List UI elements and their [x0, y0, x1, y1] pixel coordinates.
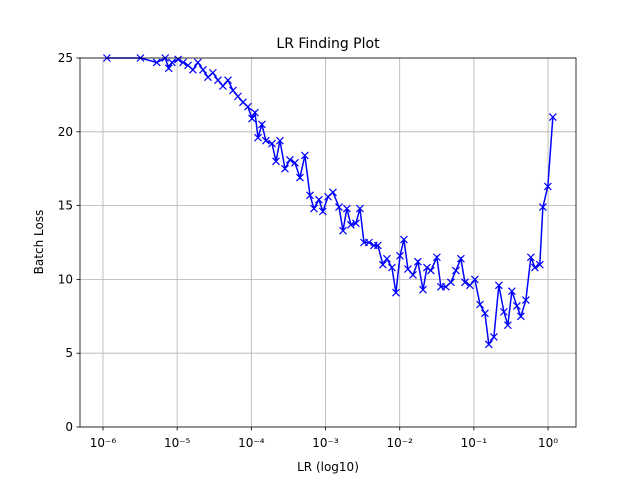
y-axis-label: Batch Loss — [32, 210, 46, 275]
data-point — [456, 254, 465, 263]
data-point — [396, 251, 404, 260]
data-point — [378, 260, 387, 269]
data-point — [489, 333, 498, 341]
data-point — [306, 191, 314, 200]
x-axis-label: LR (log10) — [297, 460, 359, 474]
data-point — [352, 219, 360, 228]
data-point — [174, 55, 183, 64]
data-point — [387, 263, 396, 272]
data-point — [310, 204, 318, 213]
x-tick-label: 10⁻³ — [312, 436, 339, 450]
data-point — [409, 271, 417, 279]
data-point — [291, 158, 299, 167]
data-point — [342, 204, 351, 213]
y-tick-label: 20 — [58, 125, 73, 139]
data-point — [179, 58, 187, 67]
data-point — [419, 285, 427, 294]
data-point — [219, 82, 227, 90]
data-point — [285, 155, 294, 164]
data-point — [503, 321, 512, 330]
data-point — [494, 281, 503, 290]
x-tick-label: 10⁰ — [538, 436, 558, 450]
data-point — [521, 296, 530, 304]
data-point — [451, 266, 460, 275]
y-tick-label: 10 — [58, 272, 73, 286]
chart-title: LR Finding Plot — [276, 36, 380, 52]
data-point — [432, 253, 441, 262]
data-point — [296, 173, 304, 182]
data-point — [300, 151, 309, 160]
data-point — [224, 76, 232, 85]
data-point — [254, 133, 262, 142]
data-point — [365, 238, 373, 247]
data-point — [391, 288, 400, 297]
data-point — [276, 136, 284, 145]
data-point — [164, 64, 173, 73]
x-tick-label: 10⁻⁴ — [238, 436, 265, 450]
data-point — [261, 136, 270, 145]
data-point — [339, 226, 347, 235]
data-point — [516, 312, 525, 321]
grid — [80, 57, 576, 428]
data-point — [465, 281, 474, 290]
data-point — [423, 263, 431, 272]
data-point — [315, 195, 323, 204]
data-point — [446, 278, 455, 287]
data-point — [476, 300, 484, 309]
data-point — [413, 257, 422, 266]
data-point — [426, 266, 435, 275]
y-tick-label: 5 — [65, 346, 73, 360]
data-point — [526, 253, 535, 262]
y-tick-label: 0 — [65, 420, 73, 434]
data-point — [346, 220, 355, 229]
data-point — [543, 182, 552, 191]
y-tick-label: 25 — [58, 51, 73, 65]
data-point — [244, 102, 252, 111]
x-tick-label: 10⁻⁶ — [90, 436, 117, 450]
data-point — [481, 309, 489, 318]
data-point — [248, 114, 256, 123]
data-point — [152, 58, 161, 67]
data-point — [382, 254, 391, 263]
data-point — [168, 58, 176, 67]
data-point — [268, 139, 276, 148]
data-point — [470, 275, 479, 284]
data-point — [318, 207, 327, 216]
data-point — [356, 204, 364, 213]
data-point — [484, 340, 493, 349]
data-point — [535, 260, 544, 269]
data-point — [530, 263, 539, 272]
data-point — [193, 58, 202, 67]
data-point — [258, 120, 266, 129]
data-point — [400, 235, 408, 244]
plot-area — [102, 54, 557, 349]
data-point — [214, 76, 222, 85]
x-tick-label: 10⁻¹ — [461, 436, 488, 450]
data-point — [281, 164, 289, 173]
data-point — [548, 113, 557, 121]
data-point — [373, 241, 382, 250]
x-tick-label: 10⁻² — [386, 436, 413, 450]
data-point — [329, 188, 337, 197]
data-point — [229, 86, 237, 95]
y-tick-label: 15 — [58, 199, 73, 213]
data-point — [199, 65, 207, 74]
x-tick-label: 10⁻⁵ — [164, 436, 191, 450]
data-point — [512, 302, 521, 310]
data-point — [460, 278, 469, 287]
data-line — [106, 56, 554, 347]
data-point — [188, 65, 197, 74]
data-point — [507, 287, 516, 296]
data-point — [499, 307, 508, 316]
data-point — [538, 203, 547, 212]
axes-frame — [79, 57, 577, 428]
data-point — [208, 68, 217, 77]
data-point — [251, 108, 259, 117]
data-point — [335, 203, 343, 212]
data-point — [272, 157, 280, 166]
data-point — [234, 92, 242, 101]
